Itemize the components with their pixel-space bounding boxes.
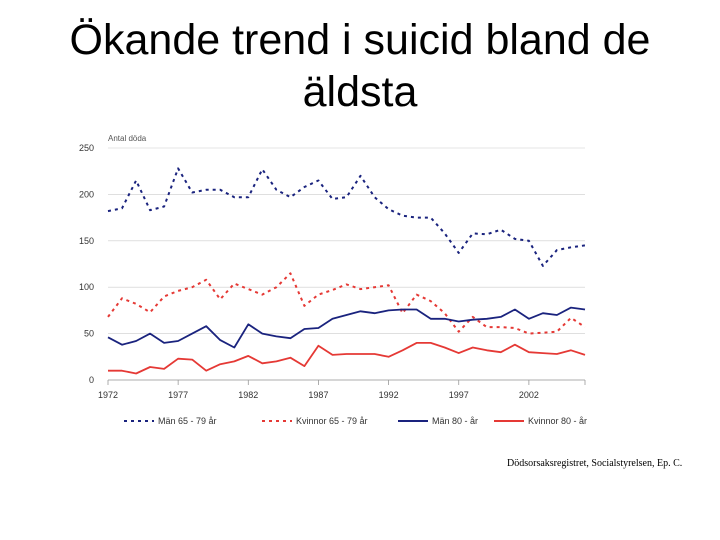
x-tick-label: 1977 [168,390,188,400]
series-lines [107,167,586,375]
y-tick-label: 150 [79,236,94,246]
x-tick-label: 1982 [238,390,258,400]
y-tick-label: 50 [84,329,94,339]
chart-legend: Män 65 - 79 år Kvinnor 65 - 79 år Män 80 -… [124,416,587,426]
series-line-2 [107,306,586,349]
slide-title: Ökande trend i suicid bland de äldsta [69,16,651,116]
y-tick-label: 100 [79,282,94,292]
legend-label-3: Kvinnor 80 - år [528,416,587,426]
x-tick-label: 1987 [308,390,328,400]
y-axis: 0 50 100 150 200 250 [79,143,94,385]
x-tick-label: 1972 [98,390,118,400]
legend-label-1: Kvinnor 65 - 79 år [296,416,368,426]
y-tick-label: 250 [79,143,94,153]
legend-label-0: Män 65 - 79 år [158,416,217,426]
y-tick-label: 0 [89,375,94,385]
x-tick-label: 1997 [449,390,469,400]
x-tick-label: 2002 [519,390,539,400]
series-line-0 [107,167,586,267]
y-tick-label: 200 [79,189,94,199]
series-line-1 [107,272,586,335]
y-axis-label: Antal döda [108,134,147,143]
x-tick-label: 1992 [379,390,399,400]
series-line-3 [108,341,586,375]
x-axis: 1972 1977 1982 1987 1992 1997 2002 [98,379,586,400]
legend-label-2: Män 80 - år [432,416,478,426]
source-note: Dödsorsaksregistret, Socialstyrelsen, Ep… [507,458,683,469]
